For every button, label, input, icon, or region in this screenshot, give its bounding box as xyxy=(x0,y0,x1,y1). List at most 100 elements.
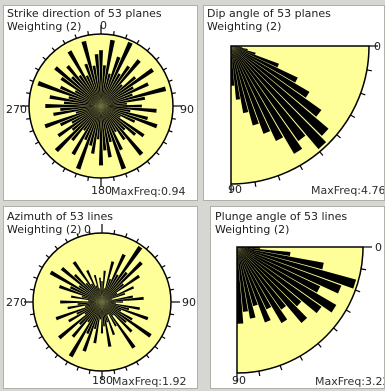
rose-tick xyxy=(38,264,43,269)
rose-bar xyxy=(86,302,102,335)
strike-title: Strike direction of 53 planes xyxy=(7,7,162,20)
rose-bar xyxy=(85,302,102,308)
rose-tick xyxy=(166,325,171,328)
rose-tick xyxy=(112,176,115,181)
fan-bar xyxy=(237,247,357,289)
rose-tick xyxy=(166,276,171,279)
rose-tick xyxy=(161,335,166,340)
rose-tick xyxy=(171,92,176,95)
rose-bar xyxy=(71,106,101,142)
rose-tick xyxy=(155,151,160,156)
rose-bar xyxy=(102,274,119,302)
rose-bar xyxy=(102,302,122,312)
rose-bar xyxy=(75,106,101,114)
rose-bar xyxy=(63,101,101,106)
rose-bar xyxy=(101,65,131,106)
rose-bar xyxy=(92,65,101,106)
fan-bar xyxy=(237,247,271,323)
rose-bar xyxy=(101,41,133,106)
dip-subtitle: Weighting (2) xyxy=(207,20,282,33)
rose-tick xyxy=(168,79,173,82)
rose-bar xyxy=(78,74,101,106)
strike-label-north: 0 xyxy=(100,19,107,32)
rose-bar xyxy=(102,302,140,310)
azimuth-label-north: 0 xyxy=(84,223,91,236)
rose-bar xyxy=(101,56,121,106)
rose-bar xyxy=(93,302,102,344)
rose-bar xyxy=(59,85,101,106)
rose-bar xyxy=(37,80,101,106)
rose-tick xyxy=(136,39,140,44)
rose-tick xyxy=(76,233,79,238)
rose-tick xyxy=(112,31,115,36)
rose-bar xyxy=(71,106,101,156)
rose-bar xyxy=(102,302,105,327)
rose-bar xyxy=(54,66,101,106)
plunge-title: Plunge angle of 53 lines xyxy=(215,210,348,223)
azimuth-rose-panel: Azimuth of 53 lines Weighting (2) 0 90 2… xyxy=(3,206,198,389)
fan-tick xyxy=(345,309,351,314)
rose-bar xyxy=(102,283,124,302)
rose-bar xyxy=(101,102,127,106)
fan-bar xyxy=(231,46,249,114)
rose-bar xyxy=(60,106,101,111)
dip-label-ninety: 90 xyxy=(228,183,242,196)
rose-bar xyxy=(60,76,101,106)
rose-bar xyxy=(102,302,116,304)
fan-bar xyxy=(231,46,327,150)
rose-bar xyxy=(58,302,102,340)
fan-tick xyxy=(350,114,356,119)
rose-bar xyxy=(102,261,115,302)
azimuth-label-south: 180 xyxy=(92,374,113,387)
fan-tick xyxy=(254,181,257,187)
fan-bar xyxy=(237,247,321,293)
rose-tick xyxy=(88,230,91,235)
rose-bar xyxy=(102,271,128,302)
dip-maxfreq: MaxFreq:4.76 xyxy=(311,184,385,197)
fan-tick xyxy=(355,289,361,293)
rose-tick xyxy=(146,47,151,52)
fan-bar xyxy=(237,247,272,310)
rose-bar xyxy=(78,285,102,302)
rose-bar xyxy=(102,302,133,321)
fan-bar xyxy=(231,46,322,117)
rose-bar xyxy=(101,73,111,106)
rose-bar xyxy=(102,278,112,302)
plunge-label-ninety: 90 xyxy=(232,374,246,387)
rose-tick xyxy=(29,79,34,82)
rose-bar xyxy=(102,270,106,302)
rose-tick xyxy=(62,168,66,173)
azimuth-label-west: 270 xyxy=(6,296,27,309)
rose-tick xyxy=(161,264,166,269)
rose-tick xyxy=(125,233,128,238)
fan-bar xyxy=(237,247,337,313)
strike-label-south: 180 xyxy=(91,184,112,197)
strike-label-west: 270 xyxy=(6,103,27,116)
rose-bar xyxy=(102,296,144,302)
rose-tick xyxy=(74,34,77,39)
rose-bar xyxy=(101,106,117,133)
rose-bar xyxy=(101,67,154,106)
rose-bar xyxy=(101,106,121,118)
rose-bar xyxy=(53,106,101,117)
rose-bar xyxy=(67,302,102,310)
rose-bar xyxy=(83,106,101,131)
rose-tick xyxy=(155,56,160,61)
rose-tick xyxy=(113,230,116,235)
rose-tick xyxy=(154,254,159,259)
fan-tick xyxy=(277,175,281,181)
rose-bar xyxy=(102,302,114,316)
rose-tick xyxy=(145,354,150,359)
rose-bar xyxy=(101,86,134,106)
rose-bar xyxy=(102,302,117,327)
rose-tick xyxy=(30,313,35,316)
rose-bar xyxy=(93,274,102,302)
rose-bar xyxy=(44,106,101,129)
rose-bar xyxy=(49,270,102,302)
rose-bar xyxy=(71,76,101,106)
rose-tick xyxy=(54,354,59,359)
rose-tick xyxy=(42,56,47,61)
rose-bar xyxy=(101,106,149,121)
rose-bar xyxy=(102,302,116,336)
rose-bar xyxy=(87,302,102,323)
